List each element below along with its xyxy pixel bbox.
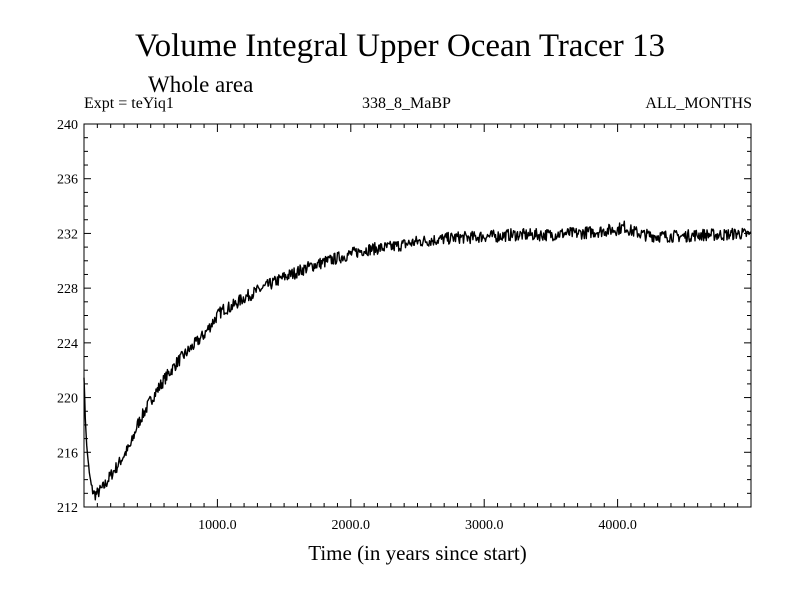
x-axis-label: Time (in years since start): [308, 541, 527, 565]
experiment-label: Expt = teYiq1: [84, 95, 174, 112]
axis-ticks: [84, 123, 751, 508]
y-tick-label: 216: [57, 446, 78, 461]
y-tick-label: 236: [57, 173, 78, 188]
plot-frame: [83, 123, 752, 508]
months-label: ALL_MONTHS: [645, 95, 752, 112]
series-layer: [83, 220, 752, 501]
x-tick-label: 1000.0: [198, 518, 237, 533]
x-tick-label: 2000.0: [332, 518, 371, 533]
y-tick-label: 220: [57, 392, 78, 407]
chart-subtitle: Whole area: [148, 72, 254, 97]
x-tick-label: 3000.0: [465, 518, 504, 533]
y-tick-label: 232: [57, 227, 78, 242]
y-tick-label: 224: [57, 337, 78, 352]
y-tick-label: 228: [57, 282, 78, 297]
y-tick-label: 240: [57, 118, 78, 133]
chart-title: Volume Integral Upper Ocean Tracer 13: [135, 28, 665, 64]
x-tick-label: 4000.0: [598, 518, 637, 533]
y-tick-label: 212: [57, 501, 78, 516]
tick-labels: 212 216 220 224 228 232 236 240 1000.0 2000.0 3000…: [57, 118, 637, 533]
series-line: [83, 220, 752, 501]
run-label: 338_8_MaBP: [362, 95, 451, 112]
